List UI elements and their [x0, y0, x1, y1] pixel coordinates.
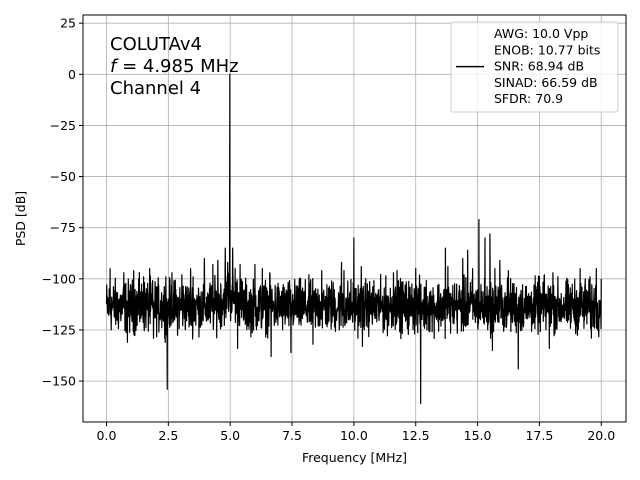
y-tick-label: −150 [42, 374, 76, 389]
x-tick-label: 5.0 [220, 428, 240, 443]
legend-text-line: SNR: 68.94 dB [494, 59, 584, 74]
x-axis-label: Frequency [MHz] [302, 450, 407, 465]
plot-area [105, 73, 602, 405]
legend-text-line: AWG: 10.0 Vpp [494, 26, 588, 41]
annotation-frequency-value: = 4.985 MHz [116, 56, 238, 77]
annotation-channel: Channel 4 [110, 78, 201, 99]
x-tick-label: 2.5 [158, 428, 178, 443]
y-tick-label: 0 [68, 67, 76, 82]
y-tick-label: 25 [60, 16, 76, 31]
y-tick-label: −100 [42, 271, 76, 286]
legend-text-line: SINAD: 66.59 dB [494, 75, 598, 90]
x-axis-ticks: 0.0 2.5 5.0 7.5 10.0 12.5 15.0 17.5 20.0 [97, 422, 615, 443]
x-tick-label: 7.5 [282, 428, 302, 443]
psd-series-line [105, 73, 602, 405]
y-tick-label: −75 [50, 220, 76, 235]
x-tick-label: 0.0 [97, 428, 117, 443]
axes-frame [82, 14, 627, 423]
y-tick-label: −25 [50, 118, 76, 133]
y-tick-label: −50 [50, 169, 76, 184]
annotation-block: COLUTAv4 f = 4.985 MHz Channel 4 [110, 34, 239, 99]
legend-text-line: SFDR: 70.9 [494, 91, 563, 106]
y-tick-label: −125 [42, 322, 76, 337]
x-tick-label: 20.0 [587, 428, 615, 443]
x-tick-label: 12.5 [402, 428, 430, 443]
x-tick-label: 10.0 [340, 428, 368, 443]
annotation-device: COLUTAv4 [110, 34, 202, 55]
legend-box [450, 21, 619, 113]
x-tick-label: 17.5 [525, 428, 553, 443]
y-axis-label: PSD [dB] [13, 191, 28, 246]
y-axis-ticks: 25 0 −25 −50 −75 −100 −125 −150 [42, 16, 83, 389]
legend-text-line: ENOB: 10.77 bits [494, 42, 600, 57]
annotation-frequency-symbol: f [110, 56, 119, 77]
annotation-frequency: f = 4.985 MHz [110, 56, 239, 77]
x-tick-label: 15.0 [464, 428, 492, 443]
